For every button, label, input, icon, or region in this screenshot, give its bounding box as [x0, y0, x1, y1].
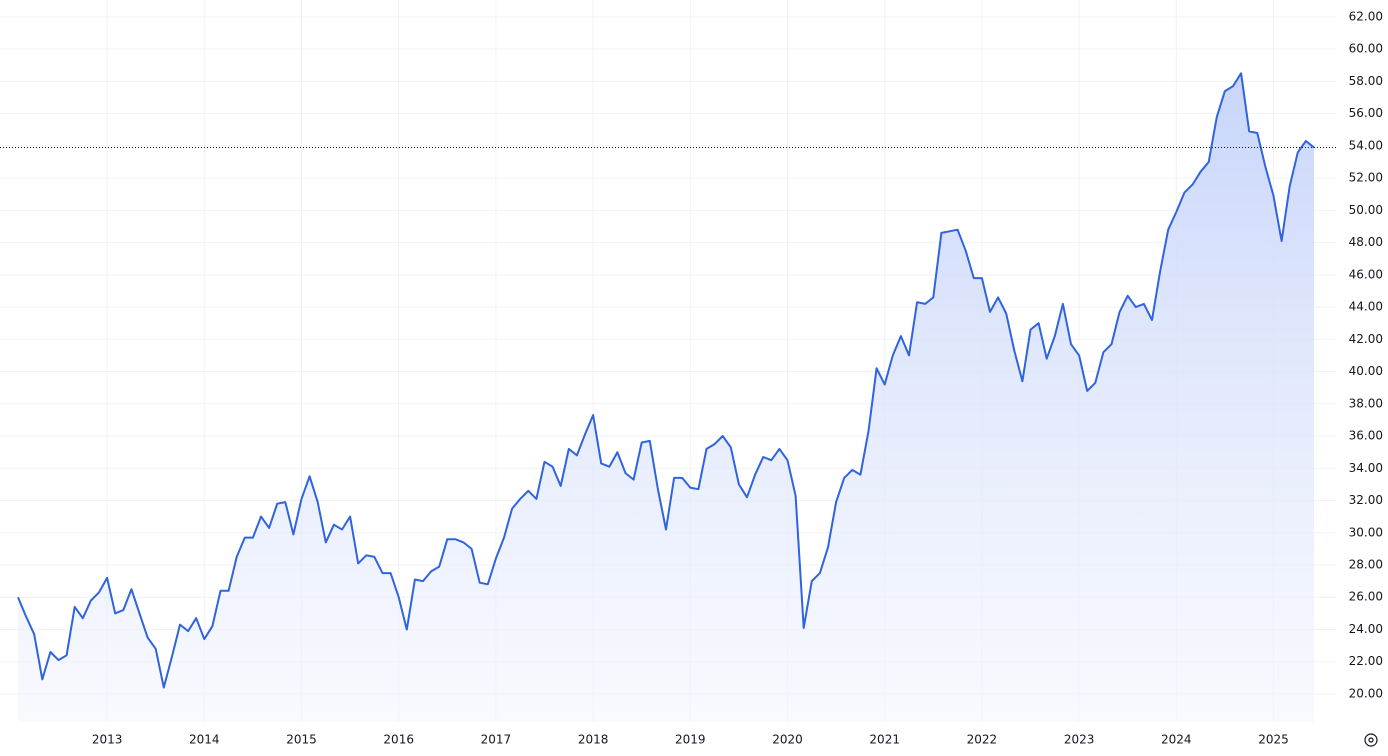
y-tick-label: 42.00	[1349, 332, 1383, 346]
x-tick-label: 2018	[578, 733, 609, 747]
x-tick-label: 2020	[772, 733, 803, 747]
line	[17, 72, 1315, 689]
x-tick-label: 2025	[1258, 733, 1289, 747]
x-tick-label: 2016	[383, 733, 414, 747]
settings-icon-ring	[1364, 733, 1378, 747]
y-tick-label: 38.00	[1349, 396, 1383, 410]
x-tick-label: 2021	[869, 733, 900, 747]
x-tick-label: 2017	[481, 733, 512, 747]
x-tick-label: 2023	[1064, 733, 1095, 747]
y-tick-label: 60.00	[1349, 42, 1383, 56]
y-tick-label: 56.00	[1349, 106, 1383, 120]
y-tick-label: 20.00	[1349, 686, 1383, 700]
y-tick-label: 28.00	[1349, 557, 1383, 571]
x-tick-label: 2014	[189, 733, 220, 747]
plot	[0, 72, 1336, 723]
x-tick-label: 2015	[286, 733, 317, 747]
x-tick-label: 2022	[967, 733, 998, 747]
x-tick-label: 2024	[1161, 733, 1192, 747]
y-tick-label: 62.00	[1349, 9, 1383, 23]
y-tick-label: 48.00	[1349, 235, 1383, 249]
y-tick-label: 54.00	[1349, 138, 1383, 152]
x-tick-label: 2019	[675, 733, 706, 747]
x-tick-label: 2013	[92, 733, 123, 747]
y-tick-label: 52.00	[1349, 171, 1383, 185]
y-tick-label: 46.00	[1349, 267, 1383, 281]
settings-icon[interactable]	[1364, 733, 1378, 747]
y-tick-label: 22.00	[1349, 654, 1383, 668]
y-tick-label: 32.00	[1349, 493, 1383, 507]
y-tick-label: 44.00	[1349, 300, 1383, 314]
y-tick-label: 36.00	[1349, 429, 1383, 443]
y-tick-label: 30.00	[1349, 525, 1383, 539]
y-tick-label: 24.00	[1349, 622, 1383, 636]
y-tick-label: 34.00	[1349, 461, 1383, 475]
settings-icon-core	[1368, 737, 1374, 743]
area	[18, 73, 1314, 723]
y-tick-label: 50.00	[1349, 203, 1383, 217]
y-tick-label: 58.00	[1349, 74, 1383, 88]
labels: 20.00 22.00 24.00 26.00 28.00 30.00 32.00 34.00…	[92, 9, 1383, 746]
y-tick-label: 40.00	[1349, 364, 1383, 378]
y-tick-label: 26.00	[1349, 590, 1383, 604]
